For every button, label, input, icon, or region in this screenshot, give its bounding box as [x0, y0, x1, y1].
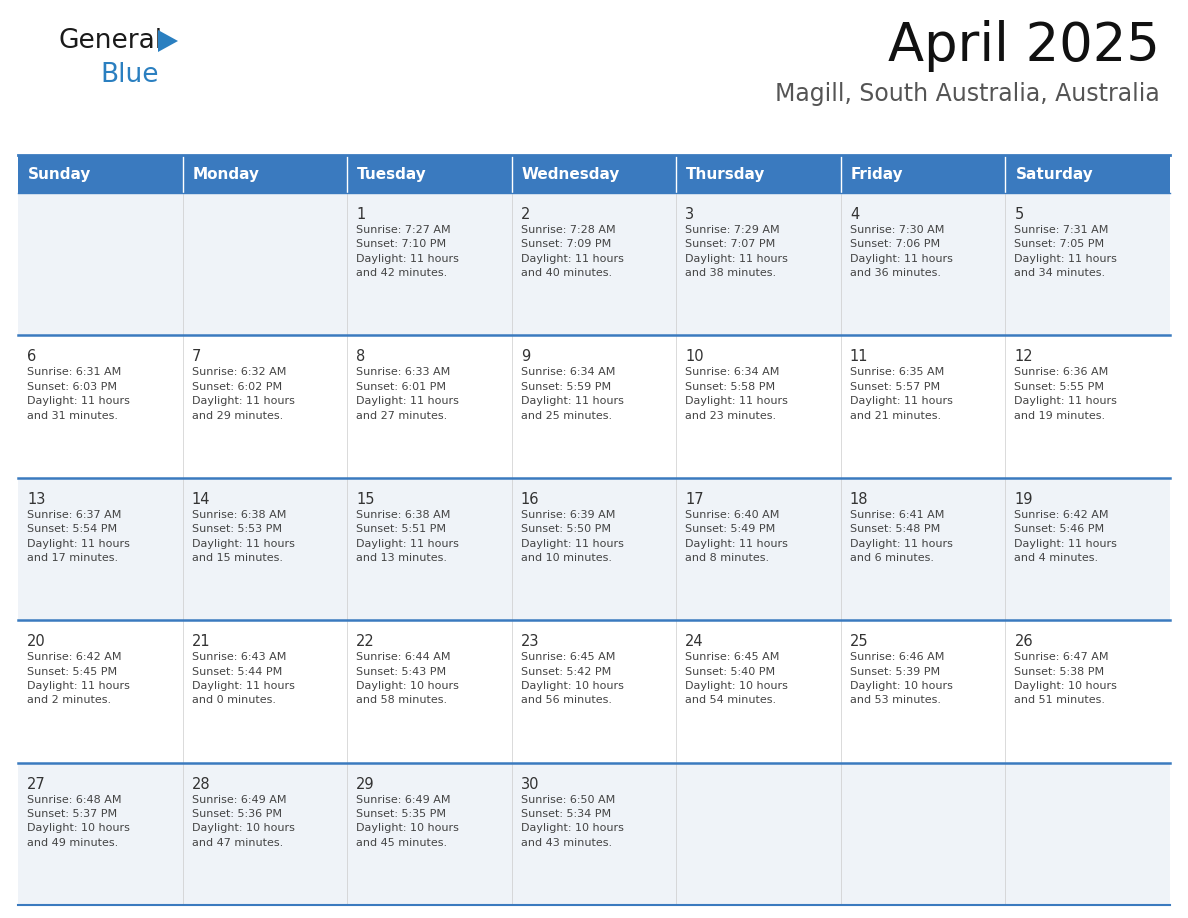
- Text: Sunrise: 6:45 AM
Sunset: 5:40 PM
Daylight: 10 hours
and 54 minutes.: Sunrise: 6:45 AM Sunset: 5:40 PM Dayligh…: [685, 652, 788, 705]
- Text: 19: 19: [1015, 492, 1032, 507]
- Text: Sunrise: 6:31 AM
Sunset: 6:03 PM
Daylight: 11 hours
and 31 minutes.: Sunrise: 6:31 AM Sunset: 6:03 PM Dayligh…: [27, 367, 129, 420]
- Text: Sunrise: 6:48 AM
Sunset: 5:37 PM
Daylight: 10 hours
and 49 minutes.: Sunrise: 6:48 AM Sunset: 5:37 PM Dayligh…: [27, 795, 129, 848]
- Text: Sunrise: 6:39 AM
Sunset: 5:50 PM
Daylight: 11 hours
and 10 minutes.: Sunrise: 6:39 AM Sunset: 5:50 PM Dayligh…: [520, 509, 624, 563]
- Text: Sunrise: 6:49 AM
Sunset: 5:35 PM
Daylight: 10 hours
and 45 minutes.: Sunrise: 6:49 AM Sunset: 5:35 PM Dayligh…: [356, 795, 459, 848]
- Text: 15: 15: [356, 492, 374, 507]
- Text: Sunrise: 6:42 AM
Sunset: 5:46 PM
Daylight: 11 hours
and 4 minutes.: Sunrise: 6:42 AM Sunset: 5:46 PM Dayligh…: [1015, 509, 1117, 563]
- Text: 18: 18: [849, 492, 868, 507]
- Polygon shape: [158, 30, 178, 52]
- Text: Sunday: Sunday: [29, 166, 91, 182]
- Text: 11: 11: [849, 350, 868, 364]
- Text: 4: 4: [849, 207, 859, 222]
- Bar: [676, 155, 841, 193]
- Bar: [1005, 155, 1170, 193]
- Text: Sunrise: 6:42 AM
Sunset: 5:45 PM
Daylight: 11 hours
and 2 minutes.: Sunrise: 6:42 AM Sunset: 5:45 PM Dayligh…: [27, 652, 129, 705]
- Text: 29: 29: [356, 777, 374, 791]
- Text: 8: 8: [356, 350, 366, 364]
- Text: April 2025: April 2025: [889, 20, 1159, 72]
- Bar: [18, 193, 1170, 335]
- Text: 5: 5: [1015, 207, 1024, 222]
- Text: 7: 7: [191, 350, 201, 364]
- Text: 16: 16: [520, 492, 539, 507]
- Bar: [512, 155, 676, 193]
- Text: Sunrise: 6:38 AM
Sunset: 5:53 PM
Daylight: 11 hours
and 15 minutes.: Sunrise: 6:38 AM Sunset: 5:53 PM Dayligh…: [191, 509, 295, 563]
- Text: Sunrise: 6:43 AM
Sunset: 5:44 PM
Daylight: 11 hours
and 0 minutes.: Sunrise: 6:43 AM Sunset: 5:44 PM Dayligh…: [191, 652, 295, 705]
- Text: Sunrise: 7:30 AM
Sunset: 7:06 PM
Daylight: 11 hours
and 36 minutes.: Sunrise: 7:30 AM Sunset: 7:06 PM Dayligh…: [849, 225, 953, 278]
- Text: Magill, South Australia, Australia: Magill, South Australia, Australia: [776, 82, 1159, 106]
- Text: Sunrise: 6:50 AM
Sunset: 5:34 PM
Daylight: 10 hours
and 43 minutes.: Sunrise: 6:50 AM Sunset: 5:34 PM Dayligh…: [520, 795, 624, 848]
- Bar: [347, 155, 512, 193]
- Text: 26: 26: [1015, 634, 1034, 649]
- Bar: [18, 477, 1170, 621]
- Text: 17: 17: [685, 492, 704, 507]
- Text: 27: 27: [27, 777, 46, 791]
- Text: Friday: Friday: [851, 166, 904, 182]
- Text: Wednesday: Wednesday: [522, 166, 620, 182]
- Text: 1: 1: [356, 207, 366, 222]
- Text: General: General: [58, 28, 162, 54]
- Text: 28: 28: [191, 777, 210, 791]
- Text: 3: 3: [685, 207, 695, 222]
- Text: Sunrise: 6:33 AM
Sunset: 6:01 PM
Daylight: 11 hours
and 27 minutes.: Sunrise: 6:33 AM Sunset: 6:01 PM Dayligh…: [356, 367, 459, 420]
- Text: Sunrise: 7:29 AM
Sunset: 7:07 PM
Daylight: 11 hours
and 38 minutes.: Sunrise: 7:29 AM Sunset: 7:07 PM Dayligh…: [685, 225, 788, 278]
- Bar: [841, 155, 1005, 193]
- Text: Sunrise: 6:44 AM
Sunset: 5:43 PM
Daylight: 10 hours
and 58 minutes.: Sunrise: 6:44 AM Sunset: 5:43 PM Dayligh…: [356, 652, 459, 705]
- Text: Thursday: Thursday: [687, 166, 765, 182]
- Text: Sunrise: 6:34 AM
Sunset: 5:59 PM
Daylight: 11 hours
and 25 minutes.: Sunrise: 6:34 AM Sunset: 5:59 PM Dayligh…: [520, 367, 624, 420]
- Text: Saturday: Saturday: [1016, 166, 1093, 182]
- Text: 13: 13: [27, 492, 45, 507]
- Text: 25: 25: [849, 634, 868, 649]
- Bar: [18, 155, 183, 193]
- Text: Sunrise: 7:27 AM
Sunset: 7:10 PM
Daylight: 11 hours
and 42 minutes.: Sunrise: 7:27 AM Sunset: 7:10 PM Dayligh…: [356, 225, 459, 278]
- Bar: [18, 621, 1170, 763]
- Text: 24: 24: [685, 634, 704, 649]
- Text: Sunrise: 6:41 AM
Sunset: 5:48 PM
Daylight: 11 hours
and 6 minutes.: Sunrise: 6:41 AM Sunset: 5:48 PM Dayligh…: [849, 509, 953, 563]
- Text: Sunrise: 6:49 AM
Sunset: 5:36 PM
Daylight: 10 hours
and 47 minutes.: Sunrise: 6:49 AM Sunset: 5:36 PM Dayligh…: [191, 795, 295, 848]
- Text: Sunrise: 6:45 AM
Sunset: 5:42 PM
Daylight: 10 hours
and 56 minutes.: Sunrise: 6:45 AM Sunset: 5:42 PM Dayligh…: [520, 652, 624, 705]
- Text: Sunrise: 6:35 AM
Sunset: 5:57 PM
Daylight: 11 hours
and 21 minutes.: Sunrise: 6:35 AM Sunset: 5:57 PM Dayligh…: [849, 367, 953, 420]
- Text: Monday: Monday: [192, 166, 259, 182]
- Text: Sunrise: 6:36 AM
Sunset: 5:55 PM
Daylight: 11 hours
and 19 minutes.: Sunrise: 6:36 AM Sunset: 5:55 PM Dayligh…: [1015, 367, 1117, 420]
- Text: Sunrise: 6:40 AM
Sunset: 5:49 PM
Daylight: 11 hours
and 8 minutes.: Sunrise: 6:40 AM Sunset: 5:49 PM Dayligh…: [685, 509, 788, 563]
- Text: Sunrise: 6:32 AM
Sunset: 6:02 PM
Daylight: 11 hours
and 29 minutes.: Sunrise: 6:32 AM Sunset: 6:02 PM Dayligh…: [191, 367, 295, 420]
- Text: 6: 6: [27, 350, 37, 364]
- Bar: [18, 763, 1170, 905]
- Text: Sunrise: 6:47 AM
Sunset: 5:38 PM
Daylight: 10 hours
and 51 minutes.: Sunrise: 6:47 AM Sunset: 5:38 PM Dayligh…: [1015, 652, 1117, 705]
- Text: 23: 23: [520, 634, 539, 649]
- Bar: [183, 155, 347, 193]
- Text: 22: 22: [356, 634, 375, 649]
- Text: Sunrise: 7:28 AM
Sunset: 7:09 PM
Daylight: 11 hours
and 40 minutes.: Sunrise: 7:28 AM Sunset: 7:09 PM Dayligh…: [520, 225, 624, 278]
- Text: 10: 10: [685, 350, 704, 364]
- Text: Tuesday: Tuesday: [358, 166, 426, 182]
- Text: 12: 12: [1015, 350, 1034, 364]
- Text: 2: 2: [520, 207, 530, 222]
- Text: 30: 30: [520, 777, 539, 791]
- Text: Sunrise: 6:37 AM
Sunset: 5:54 PM
Daylight: 11 hours
and 17 minutes.: Sunrise: 6:37 AM Sunset: 5:54 PM Dayligh…: [27, 509, 129, 563]
- Text: Sunrise: 6:34 AM
Sunset: 5:58 PM
Daylight: 11 hours
and 23 minutes.: Sunrise: 6:34 AM Sunset: 5:58 PM Dayligh…: [685, 367, 788, 420]
- Text: 21: 21: [191, 634, 210, 649]
- Text: Sunrise: 7:31 AM
Sunset: 7:05 PM
Daylight: 11 hours
and 34 minutes.: Sunrise: 7:31 AM Sunset: 7:05 PM Dayligh…: [1015, 225, 1117, 278]
- Text: 14: 14: [191, 492, 210, 507]
- Text: Sunrise: 6:38 AM
Sunset: 5:51 PM
Daylight: 11 hours
and 13 minutes.: Sunrise: 6:38 AM Sunset: 5:51 PM Dayligh…: [356, 509, 459, 563]
- Text: 9: 9: [520, 350, 530, 364]
- Text: Sunrise: 6:46 AM
Sunset: 5:39 PM
Daylight: 10 hours
and 53 minutes.: Sunrise: 6:46 AM Sunset: 5:39 PM Dayligh…: [849, 652, 953, 705]
- Text: Blue: Blue: [100, 62, 158, 88]
- Text: 20: 20: [27, 634, 46, 649]
- Bar: [18, 335, 1170, 477]
